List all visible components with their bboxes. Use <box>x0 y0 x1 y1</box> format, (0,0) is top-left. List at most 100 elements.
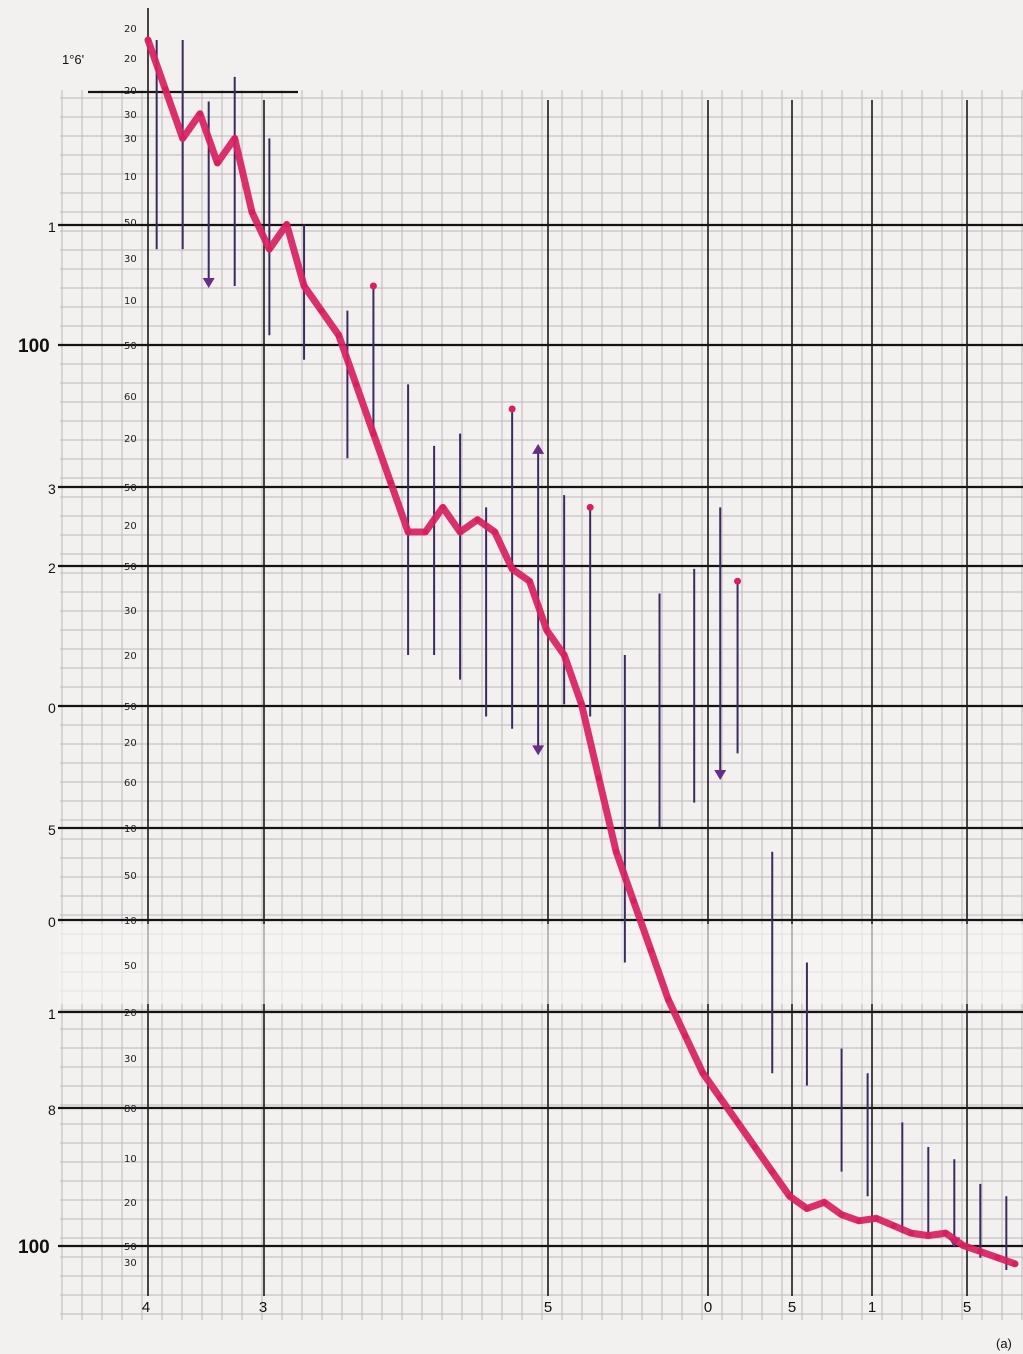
series-point <box>266 246 273 253</box>
error-arrow-down <box>714 770 727 780</box>
series-point <box>197 110 204 117</box>
left-axis-label: 5 <box>48 822 56 838</box>
series-point <box>543 627 550 634</box>
inner-axis-label: 20 <box>124 24 137 35</box>
series-point <box>751 1144 758 1150</box>
series-point <box>578 701 585 708</box>
inner-axis-label: 20 <box>124 738 137 749</box>
inner-axis-label: 30 <box>124 110 137 121</box>
major-grid <box>58 8 1023 1296</box>
left-axis-label: 2 <box>48 560 56 576</box>
series-point <box>717 1094 724 1101</box>
series-point <box>439 504 446 511</box>
bottom-axis-label: 5 <box>544 1299 552 1316</box>
series-point <box>942 1230 949 1237</box>
series-point <box>959 1242 966 1249</box>
inner-axis-label: 80 <box>124 1104 137 1115</box>
series-point <box>162 86 169 93</box>
inner-axis-label: 50 <box>124 961 137 972</box>
series-point <box>647 947 654 954</box>
series-point <box>977 1248 984 1255</box>
bottom-axis-label: 4 <box>142 1299 150 1316</box>
inner-axis-label: 60 <box>124 778 137 789</box>
bottom-axis-label: 1 <box>868 1299 876 1316</box>
series-point <box>214 160 221 166</box>
series-layer <box>144 36 1019 1268</box>
series-point <box>734 1119 741 1126</box>
inner-axis-label: 50 <box>124 871 137 882</box>
inner-axis-label: 20 <box>124 86 137 97</box>
inner-axis-label: 50 <box>124 218 137 229</box>
inner-axis-label: 30 <box>124 1258 137 1269</box>
series-point <box>682 1033 689 1040</box>
inner-axis-label: 30 <box>124 254 137 265</box>
series-point <box>994 1254 1001 1261</box>
series-point <box>474 516 481 523</box>
series-point <box>335 332 342 339</box>
series-point <box>613 848 620 855</box>
inner-axis-label: 60 <box>124 392 137 403</box>
series-point <box>803 1205 810 1212</box>
corner-label: 1°6' <box>62 52 84 67</box>
error-cap-dot <box>586 503 594 511</box>
inner-axis-label: 30 <box>124 134 137 145</box>
inner-axis-label: 50 <box>124 483 137 494</box>
bottom-axis-label: 3 <box>259 1299 267 1316</box>
error-arrow-down <box>202 278 215 288</box>
series-point <box>526 578 533 585</box>
error-cap-dot <box>734 577 742 585</box>
left-axis-label: 0 <box>48 914 56 930</box>
series-point <box>509 565 516 572</box>
series-point <box>561 652 568 658</box>
inner-axis-label: 10 <box>124 296 137 307</box>
left-axis-label: 3 <box>48 481 56 497</box>
inner-axis-label: 30 <box>124 606 137 617</box>
inner-axis-label: 20 <box>124 521 137 532</box>
series-point <box>301 283 308 289</box>
inner-axis-label: 20 <box>124 1198 137 1209</box>
left-axis-label: 100 <box>18 1237 50 1258</box>
series-point <box>491 529 498 535</box>
series-point <box>699 1070 706 1077</box>
series-point <box>249 209 256 216</box>
inner-axis-label: 20 <box>124 434 137 445</box>
inner-axis-label: 20 <box>124 651 137 662</box>
inner-axis-label: 10 <box>124 916 137 927</box>
faded-band <box>58 924 1023 1004</box>
series-point <box>769 1168 776 1175</box>
left-axis-label: 1 <box>48 1006 56 1022</box>
inner-axis-label: 30 <box>124 1054 137 1065</box>
inner-axis-label: 20 <box>124 1008 137 1019</box>
series-point <box>231 135 238 142</box>
bottom-axis-label: 0 <box>704 1299 712 1316</box>
left-axis-label: 1 <box>48 219 56 235</box>
inner-axis-label: 50 <box>124 702 137 713</box>
series-point <box>283 221 290 228</box>
series-point <box>925 1232 932 1239</box>
series-point <box>838 1211 845 1218</box>
error-cap-dot <box>369 282 377 290</box>
left-axis-label: 0 <box>48 700 56 716</box>
series-point <box>179 135 186 142</box>
series-point <box>890 1222 897 1229</box>
inner-axis-label: 10 <box>124 824 137 835</box>
inner-axis-label: 50 <box>124 562 137 573</box>
bottom-axis-label: 5 <box>963 1299 971 1316</box>
series-point <box>370 430 377 437</box>
axis-labels: 1100320501810020202030301050301050602050… <box>18 24 971 1316</box>
series-point <box>907 1230 914 1237</box>
series-point <box>353 381 360 388</box>
series-point <box>1012 1260 1018 1267</box>
series-point <box>145 37 151 43</box>
error-arrow-down <box>532 745 545 756</box>
series-point <box>665 996 672 1003</box>
series-point <box>821 1199 828 1206</box>
error-bars <box>155 40 1008 1270</box>
series-point <box>595 775 602 781</box>
inner-axis-label: 20 <box>124 54 137 65</box>
series-point <box>786 1193 793 1200</box>
series-point <box>387 479 394 486</box>
series-point <box>855 1217 862 1224</box>
inner-axis-label: 10 <box>124 172 137 183</box>
